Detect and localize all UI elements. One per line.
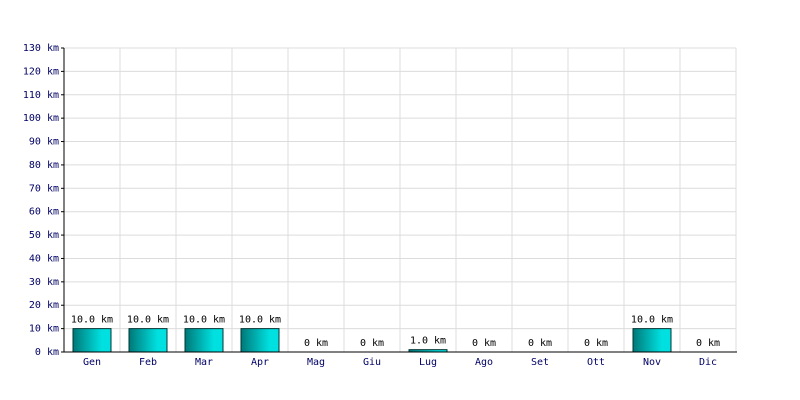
y-tick-label: 20 km: [29, 300, 59, 311]
value-label: 0 km: [584, 338, 608, 349]
value-label: 0 km: [696, 338, 720, 349]
bar: [240, 328, 280, 353]
value-label: 10.0 km: [239, 315, 281, 326]
y-tick-label: 0 km: [35, 347, 59, 358]
y-tick-label: 60 km: [29, 207, 59, 218]
bar: [128, 328, 168, 353]
y-tick-label: 80 km: [29, 160, 59, 171]
x-tick-label: Feb: [139, 357, 157, 368]
x-tick-label: Nov: [643, 357, 661, 368]
x-tick-label: Mag: [307, 357, 325, 368]
y-tick-label: 50 km: [29, 230, 59, 241]
value-label: 1.0 km: [410, 336, 446, 347]
y-tick-label: 10 km: [29, 324, 59, 335]
x-tick-label: Ago: [475, 357, 493, 368]
value-label: 10.0 km: [631, 315, 673, 326]
y-tick-label: 40 km: [29, 253, 59, 264]
y-tick-label: 90 km: [29, 137, 59, 148]
x-tick-label: Giu: [363, 357, 381, 368]
y-tick-label: 110 km: [23, 90, 59, 101]
bar: [632, 328, 672, 353]
value-label: 10.0 km: [183, 315, 225, 326]
y-tick-label: 30 km: [29, 277, 59, 288]
y-tick-label: 120 km: [23, 66, 59, 77]
y-tick-label: 70 km: [29, 183, 59, 194]
value-label: 0 km: [360, 338, 384, 349]
x-tick-label: Ott: [587, 357, 605, 368]
x-tick-label: Gen: [83, 357, 101, 368]
value-label: 10.0 km: [71, 315, 113, 326]
bar: [72, 328, 112, 353]
value-label: 0 km: [304, 338, 328, 349]
x-tick-label: Set: [531, 357, 549, 368]
x-tick-label: Dic: [699, 357, 717, 368]
value-label: 10.0 km: [127, 315, 169, 326]
x-tick-label: Mar: [195, 357, 213, 368]
x-tick-label: Apr: [251, 357, 269, 368]
value-label: 0 km: [528, 338, 552, 349]
x-tick-label: Lug: [419, 357, 437, 368]
y-tick-label: 100 km: [23, 113, 59, 124]
bar: [184, 328, 224, 353]
value-label: 0 km: [472, 338, 496, 349]
y-tick-label: 130 km: [23, 43, 59, 54]
